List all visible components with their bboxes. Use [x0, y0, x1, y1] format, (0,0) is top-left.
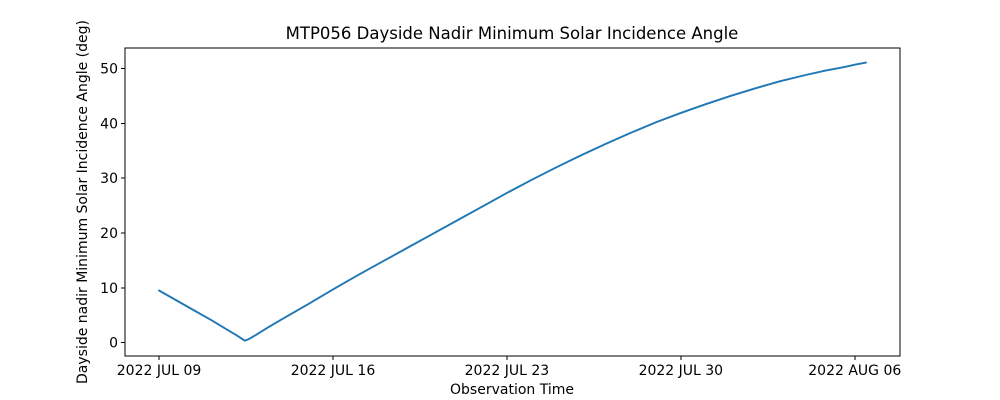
- x-tick-label: 2022 JUL 23: [465, 363, 550, 379]
- plot-area-border: [124, 47, 901, 357]
- x-axis-label: Observation Time: [450, 382, 574, 398]
- y-tick-label: 50: [100, 62, 118, 78]
- data-line: [158, 61, 867, 342]
- y-tick-label: 0: [109, 336, 118, 352]
- y-axis-label: Dayside nadir Minimum Solar Incidence An…: [75, 20, 91, 384]
- x-axis-ticks: 2022 JUL 09 2022 JUL 16 2022 JUL 23 2022 JU…: [117, 356, 901, 379]
- x-tick-label: 2022 AUG 06: [808, 363, 901, 379]
- x-tick-label: 2022 JUL 16: [291, 363, 376, 379]
- y-tick-label: 20: [100, 226, 118, 242]
- y-tick-label: 30: [100, 171, 118, 187]
- y-axis-ticks: 0 10 20 30 40 50: [100, 62, 125, 352]
- y-tick-label: 40: [100, 116, 118, 132]
- chart-title: MTP056 Dayside Nadir Minimum Solar Incid…: [286, 24, 739, 43]
- y-tick-label: 10: [100, 281, 118, 297]
- x-tick-label: 2022 JUL 30: [639, 363, 724, 379]
- x-tick-label: 2022 JUL 09: [117, 363, 202, 379]
